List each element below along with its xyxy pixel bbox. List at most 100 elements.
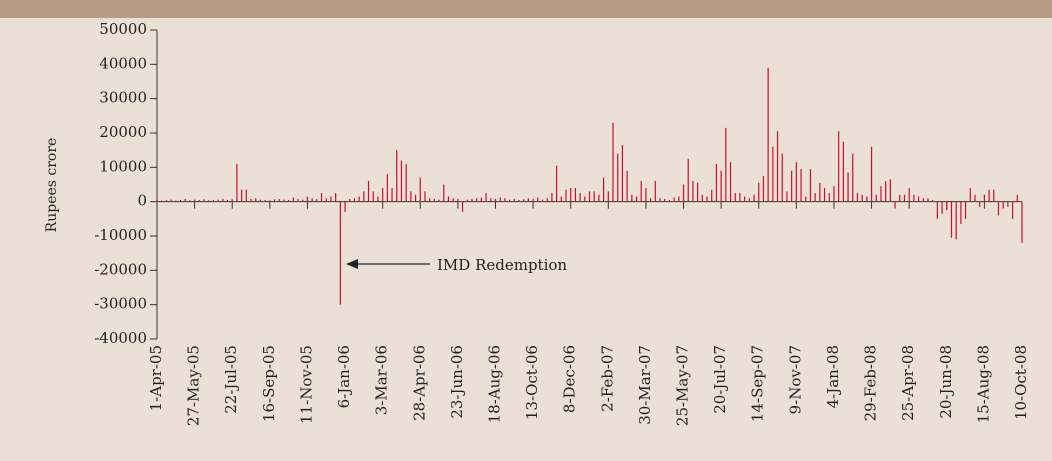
bar	[838, 131, 840, 202]
bar	[809, 169, 812, 202]
x-tick-label: 20-Jun-08	[937, 345, 955, 419]
bar	[786, 191, 788, 202]
bar	[259, 199, 262, 202]
bar	[161, 200, 163, 202]
bar	[349, 198, 351, 202]
bar	[518, 199, 520, 202]
bar	[720, 170, 722, 202]
x-tick-label: 20-Jul-07	[711, 345, 729, 414]
bar	[344, 201, 346, 212]
bar	[476, 198, 478, 202]
bar	[184, 198, 186, 202]
bar	[927, 198, 929, 202]
x-tick-label: 15-Aug-08	[974, 345, 992, 423]
bar	[513, 198, 515, 202]
bar	[1016, 194, 1018, 202]
bar	[598, 194, 600, 202]
bar	[753, 194, 755, 202]
bar	[767, 67, 769, 202]
bar	[532, 198, 534, 202]
bar	[414, 194, 417, 202]
bar	[889, 179, 891, 202]
bar	[551, 193, 553, 202]
bar	[316, 198, 318, 202]
x-tick-label: 3-Mar-06	[373, 345, 391, 415]
bar	[574, 187, 576, 202]
bar	[899, 194, 901, 202]
bar	[508, 199, 511, 202]
bar	[612, 122, 614, 202]
x-tick-label: 23-Jun-06	[448, 345, 466, 419]
x-tick-label: 29-Feb-08	[862, 345, 880, 421]
bar	[870, 146, 873, 202]
bar	[382, 187, 384, 202]
bar	[697, 182, 699, 202]
bar	[678, 196, 680, 202]
bar	[725, 127, 727, 202]
x-tick-label: 27-May-05	[185, 345, 203, 426]
bar	[894, 201, 896, 209]
bar	[706, 196, 708, 202]
bar	[396, 150, 398, 202]
bar	[410, 191, 412, 202]
bar	[640, 181, 642, 202]
bar	[226, 199, 229, 202]
bar	[668, 199, 671, 202]
x-tick-label: 25-May-07	[674, 345, 692, 426]
bar	[212, 199, 215, 202]
bar	[537, 197, 539, 202]
x-tick-label: 30-Mar-07	[636, 345, 654, 425]
x-tick-label: 4-Jan-08	[824, 345, 842, 408]
x-tick-label: 11-Nov-05	[297, 345, 315, 424]
bar	[664, 198, 666, 202]
bar	[842, 141, 844, 202]
bar	[828, 193, 830, 202]
bar	[565, 189, 567, 202]
bar	[358, 196, 360, 202]
bar	[805, 196, 807, 202]
bar	[339, 201, 341, 305]
bar	[302, 199, 304, 202]
x-tick-label: 1-Apr-05	[147, 345, 165, 411]
x-tick-label: 8-Dec-06	[561, 345, 579, 413]
bar	[983, 194, 985, 202]
bar	[659, 198, 661, 202]
bar	[283, 199, 285, 202]
bar	[330, 196, 332, 202]
bar	[273, 199, 276, 202]
bar	[179, 199, 182, 202]
bar	[391, 187, 393, 202]
x-tick-label: 2-Feb-07	[598, 345, 616, 412]
bar	[711, 189, 713, 202]
bar	[203, 199, 205, 202]
x-tick-label: 9-Nov-07	[786, 345, 804, 414]
bar	[955, 201, 957, 240]
bar	[429, 198, 431, 202]
bar	[744, 196, 746, 202]
bar	[208, 200, 210, 202]
bar	[875, 194, 877, 202]
bar	[579, 193, 581, 202]
bar	[772, 146, 774, 202]
bar	[715, 163, 718, 202]
bar	[800, 169, 802, 202]
bar	[903, 194, 906, 202]
bar	[466, 199, 468, 202]
x-tick-label: 13-Oct-06	[523, 345, 541, 420]
annotation: IMD Redemption	[437, 256, 567, 274]
bar	[433, 198, 435, 202]
bar	[325, 198, 327, 202]
bar	[245, 189, 247, 202]
bar	[922, 198, 924, 202]
bar	[880, 186, 882, 202]
bar	[255, 198, 257, 202]
bar	[292, 197, 294, 202]
bar	[1021, 201, 1023, 243]
bar	[170, 199, 172, 202]
bar	[217, 199, 219, 202]
bar	[833, 186, 835, 202]
bar	[560, 196, 562, 202]
y-axis-label: Rupees crore	[44, 138, 60, 233]
bar	[617, 153, 619, 202]
